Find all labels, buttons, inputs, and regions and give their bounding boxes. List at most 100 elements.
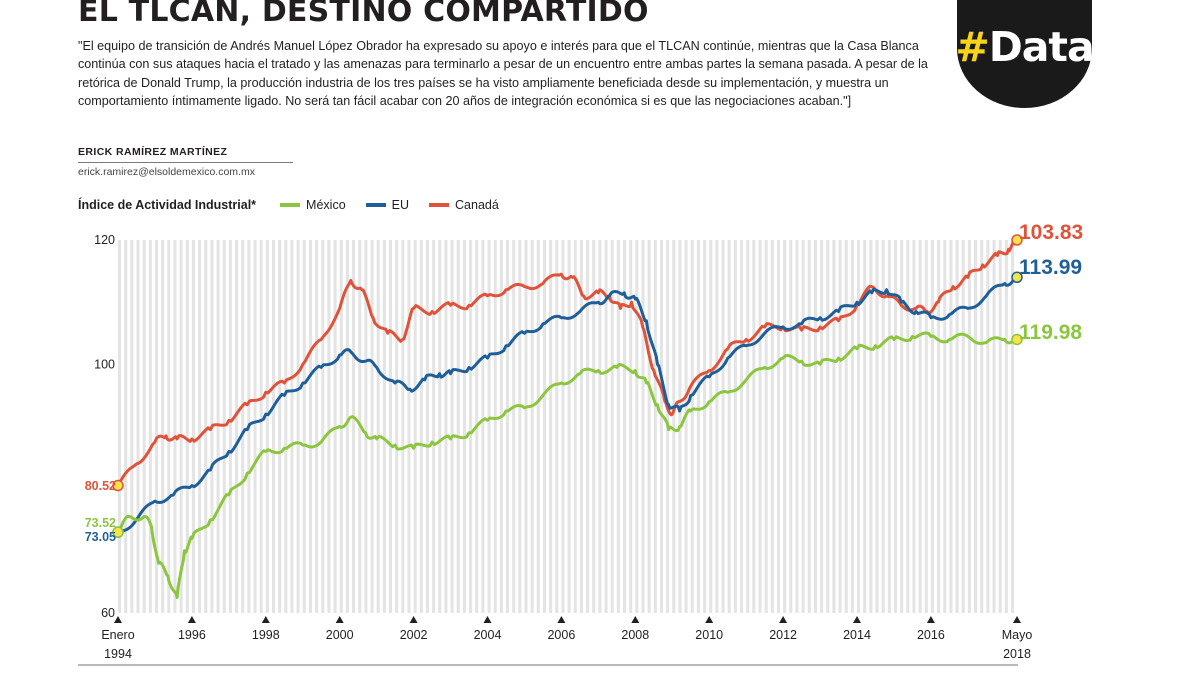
badge-label: #Data — [955, 23, 1094, 71]
legend-label-eu: EU — [391, 198, 410, 212]
background-band — [820, 240, 824, 613]
background-band — [382, 240, 386, 613]
x-tick-marker — [779, 616, 788, 623]
background-band — [764, 240, 768, 613]
background-band — [130, 240, 134, 613]
background-band — [807, 240, 811, 613]
background-band — [536, 240, 540, 613]
footer-divider — [78, 664, 1018, 666]
background-band — [838, 240, 842, 613]
x-tick-marker — [261, 616, 270, 623]
background-band — [327, 240, 331, 613]
background-band — [875, 240, 879, 613]
background-band — [776, 240, 781, 613]
end-marker-mexico — [1011, 333, 1023, 346]
legend-item-eu: EU — [365, 198, 410, 212]
background-band — [715, 240, 719, 613]
background-band — [401, 240, 405, 613]
background-band — [278, 240, 282, 613]
background-band — [863, 240, 867, 613]
chart-legend: Índice de Actividad Industrial* México E… — [78, 198, 519, 212]
background-band — [586, 240, 590, 613]
legend-item-canada: Canadá — [429, 198, 499, 212]
start-value-label-canada: 80.52 — [85, 479, 116, 493]
background-band — [204, 240, 208, 613]
x-tick-marker — [187, 616, 196, 623]
background-band — [622, 240, 627, 613]
background-band — [228, 240, 232, 613]
background-band — [542, 240, 547, 613]
x-tick-marker — [1013, 616, 1021, 623]
background-band — [259, 240, 263, 613]
x-tick-label: 2010 — [695, 628, 723, 642]
background-band — [672, 240, 676, 613]
background-band — [456, 240, 460, 613]
background-band — [844, 240, 848, 613]
background-band — [315, 240, 319, 613]
background-band — [924, 240, 928, 613]
background-band — [469, 240, 473, 613]
y-tick-label: 60 — [101, 606, 115, 620]
background-band — [161, 240, 165, 613]
background-band — [869, 240, 873, 613]
background-band — [832, 240, 836, 613]
end-value-label-mexico: 119.98 — [1019, 321, 1082, 344]
background-band — [659, 240, 664, 613]
background-band — [450, 240, 454, 613]
background-band — [296, 240, 300, 613]
background-band — [444, 240, 448, 613]
background-band — [986, 240, 990, 613]
background-band — [955, 240, 959, 613]
background-band — [253, 240, 257, 613]
chart-title: Índice de Actividad Industrial* — [78, 198, 257, 212]
background-band — [567, 240, 571, 613]
background-band — [696, 240, 700, 613]
background-band — [690, 240, 694, 613]
background-band — [388, 240, 393, 613]
background-band — [616, 240, 620, 613]
intro-text: "El equipo de transición de Andrés Manue… — [78, 39, 928, 109]
x-tick-label: 2014 — [843, 628, 871, 642]
background-band — [641, 240, 645, 613]
background-band — [290, 240, 294, 613]
background-band — [592, 240, 596, 613]
background-band — [881, 240, 885, 613]
background-band — [179, 240, 183, 613]
badge-hash: # — [955, 23, 989, 71]
background-band — [549, 240, 553, 613]
background-band — [610, 240, 614, 613]
background-band — [961, 240, 965, 613]
background-band — [709, 240, 713, 613]
background-band — [321, 240, 325, 613]
background-band — [967, 240, 971, 613]
background-band — [235, 240, 239, 613]
background-band — [930, 240, 934, 613]
page-title: EL TLCAN, DESTINO COMPARTIDO — [78, 0, 649, 29]
background-band — [241, 240, 245, 613]
background-band — [198, 240, 202, 613]
background-band — [795, 240, 799, 613]
background-band — [579, 240, 583, 613]
legend-label-mexico: México — [306, 198, 346, 212]
background-band — [524, 240, 528, 613]
x-tick-label: Mayo — [1002, 628, 1033, 642]
background-band — [733, 240, 737, 613]
legend-item-mexico: México — [280, 198, 346, 212]
background-band — [887, 240, 891, 613]
background-band — [302, 240, 306, 613]
background-band — [352, 240, 356, 613]
background-band — [512, 240, 516, 613]
background-band — [949, 240, 953, 613]
background-band — [937, 240, 941, 613]
background-band — [370, 240, 374, 613]
background-band — [493, 240, 497, 613]
background-band — [265, 240, 269, 613]
x-tick-label: 2008 — [621, 628, 649, 642]
background-band — [789, 240, 793, 613]
background-band — [1004, 240, 1008, 613]
background-band — [555, 240, 559, 613]
author-name: ERICK RAMÍREZ MARTÍNEZ — [78, 146, 228, 158]
background-band — [518, 240, 522, 613]
author-email: erick.ramirez@elsoldemexico.com.mx — [78, 166, 255, 178]
